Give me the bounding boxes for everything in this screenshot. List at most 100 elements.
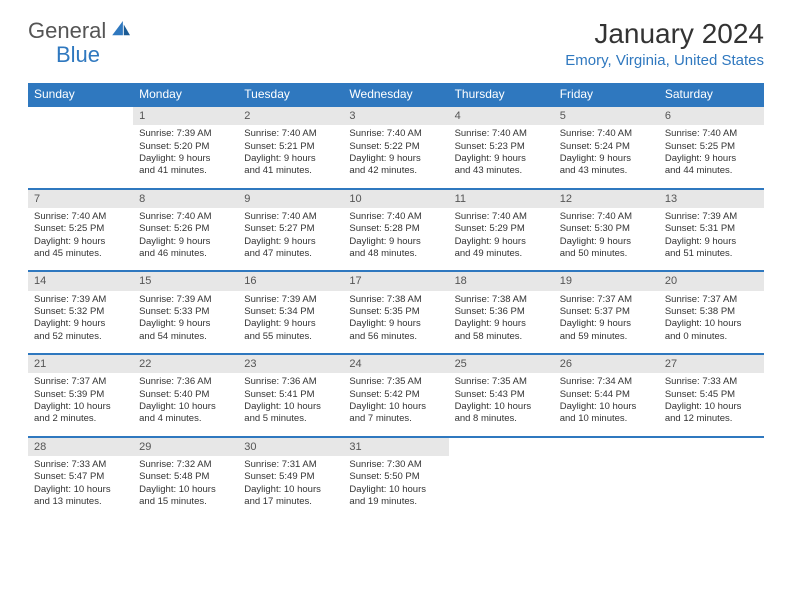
day-data: Sunrise: 7:35 AMSunset: 5:42 PMDaylight:… <box>343 373 448 435</box>
day-number: 8 <box>133 190 238 208</box>
logo-text-2: Blue <box>56 42 158 68</box>
sunrise-text: Sunrise: 7:40 AM <box>349 128 442 140</box>
day-number: 4 <box>449 107 554 125</box>
day-number: 1 <box>133 107 238 125</box>
calendar-page: GeneralBlue January 2024 Emory, Virginia… <box>0 0 792 536</box>
daylight-line1: Daylight: 9 hours <box>560 318 653 330</box>
daylight-line2: and 58 minutes. <box>455 331 548 343</box>
daylight-line1: Daylight: 9 hours <box>244 318 337 330</box>
week-row: 1Sunrise: 7:39 AMSunset: 5:20 PMDaylight… <box>28 106 764 189</box>
day-data: Sunrise: 7:35 AMSunset: 5:43 PMDaylight:… <box>449 373 554 435</box>
day-number: 6 <box>659 107 764 125</box>
day-cell: 11Sunrise: 7:40 AMSunset: 5:29 PMDayligh… <box>449 189 554 272</box>
day-cell: 28Sunrise: 7:33 AMSunset: 5:47 PMDayligh… <box>28 437 133 519</box>
sunset-text: Sunset: 5:25 PM <box>665 141 758 153</box>
sunrise-text: Sunrise: 7:33 AM <box>34 459 127 471</box>
sunrise-text: Sunrise: 7:32 AM <box>139 459 232 471</box>
weekday-header: Saturday <box>659 83 764 106</box>
sunset-text: Sunset: 5:37 PM <box>560 306 653 318</box>
sunset-text: Sunset: 5:35 PM <box>349 306 442 318</box>
daylight-line1: Daylight: 9 hours <box>244 153 337 165</box>
daylight-line2: and 17 minutes. <box>244 496 337 508</box>
daylight-line2: and 10 minutes. <box>560 413 653 425</box>
day-number: 5 <box>554 107 659 125</box>
day-data: Sunrise: 7:39 AMSunset: 5:20 PMDaylight:… <box>133 125 238 187</box>
day-number: 2 <box>238 107 343 125</box>
day-number: 12 <box>554 190 659 208</box>
day-data: Sunrise: 7:40 AMSunset: 5:27 PMDaylight:… <box>238 208 343 270</box>
daylight-line2: and 13 minutes. <box>34 496 127 508</box>
daylight-line2: and 45 minutes. <box>34 248 127 260</box>
sunrise-text: Sunrise: 7:35 AM <box>455 376 548 388</box>
day-data: Sunrise: 7:33 AMSunset: 5:45 PMDaylight:… <box>659 373 764 435</box>
logo-sail-icon <box>112 21 132 42</box>
daylight-line2: and 19 minutes. <box>349 496 442 508</box>
day-number: 7 <box>28 190 133 208</box>
day-data: Sunrise: 7:37 AMSunset: 5:39 PMDaylight:… <box>28 373 133 435</box>
daylight-line1: Daylight: 9 hours <box>665 236 758 248</box>
day-data: Sunrise: 7:38 AMSunset: 5:36 PMDaylight:… <box>449 291 554 353</box>
day-data: Sunrise: 7:36 AMSunset: 5:40 PMDaylight:… <box>133 373 238 435</box>
sunset-text: Sunset: 5:20 PM <box>139 141 232 153</box>
day-number: 25 <box>449 355 554 373</box>
sunset-text: Sunset: 5:39 PM <box>34 389 127 401</box>
header: GeneralBlue January 2024 Emory, Virginia… <box>28 18 764 69</box>
day-data: Sunrise: 7:39 AMSunset: 5:31 PMDaylight:… <box>659 208 764 270</box>
daylight-line2: and 51 minutes. <box>665 248 758 260</box>
daylight-line1: Daylight: 9 hours <box>349 153 442 165</box>
sunrise-text: Sunrise: 7:39 AM <box>34 294 127 306</box>
day-number: 11 <box>449 190 554 208</box>
sunset-text: Sunset: 5:38 PM <box>665 306 758 318</box>
daylight-line1: Daylight: 9 hours <box>560 153 653 165</box>
daylight-line1: Daylight: 9 hours <box>455 236 548 248</box>
day-number: 17 <box>343 272 448 290</box>
sunrise-text: Sunrise: 7:40 AM <box>244 211 337 223</box>
weekday-header: Tuesday <box>238 83 343 106</box>
sunset-text: Sunset: 5:34 PM <box>244 306 337 318</box>
daylight-line1: Daylight: 9 hours <box>139 318 232 330</box>
day-data: Sunrise: 7:40 AMSunset: 5:24 PMDaylight:… <box>554 125 659 187</box>
sunrise-text: Sunrise: 7:31 AM <box>244 459 337 471</box>
day-cell: 18Sunrise: 7:38 AMSunset: 5:36 PMDayligh… <box>449 271 554 354</box>
daylight-line2: and 43 minutes. <box>455 165 548 177</box>
day-cell: 13Sunrise: 7:39 AMSunset: 5:31 PMDayligh… <box>659 189 764 272</box>
daylight-line1: Daylight: 10 hours <box>349 484 442 496</box>
daylight-line2: and 59 minutes. <box>560 331 653 343</box>
daylight-line1: Daylight: 9 hours <box>34 236 127 248</box>
day-cell: 25Sunrise: 7:35 AMSunset: 5:43 PMDayligh… <box>449 354 554 437</box>
weekday-header: Thursday <box>449 83 554 106</box>
sunrise-text: Sunrise: 7:40 AM <box>455 128 548 140</box>
daylight-line2: and 56 minutes. <box>349 331 442 343</box>
day-cell: 2Sunrise: 7:40 AMSunset: 5:21 PMDaylight… <box>238 106 343 189</box>
daylight-line2: and 41 minutes. <box>139 165 232 177</box>
day-number: 3 <box>343 107 448 125</box>
day-cell: 10Sunrise: 7:40 AMSunset: 5:28 PMDayligh… <box>343 189 448 272</box>
logo-text-1: General <box>28 18 106 44</box>
day-number: 31 <box>343 438 448 456</box>
daylight-line2: and 49 minutes. <box>455 248 548 260</box>
day-data: Sunrise: 7:39 AMSunset: 5:33 PMDaylight:… <box>133 291 238 353</box>
day-cell: 26Sunrise: 7:34 AMSunset: 5:44 PMDayligh… <box>554 354 659 437</box>
week-row: 28Sunrise: 7:33 AMSunset: 5:47 PMDayligh… <box>28 437 764 519</box>
day-data: Sunrise: 7:40 AMSunset: 5:28 PMDaylight:… <box>343 208 448 270</box>
day-number: 30 <box>238 438 343 456</box>
title-block: January 2024 Emory, Virginia, United Sta… <box>565 18 764 69</box>
day-data: Sunrise: 7:39 AMSunset: 5:32 PMDaylight:… <box>28 291 133 353</box>
daylight-line1: Daylight: 10 hours <box>244 484 337 496</box>
day-cell: 24Sunrise: 7:35 AMSunset: 5:42 PMDayligh… <box>343 354 448 437</box>
sunrise-text: Sunrise: 7:34 AM <box>560 376 653 388</box>
sunset-text: Sunset: 5:42 PM <box>349 389 442 401</box>
daylight-line1: Daylight: 10 hours <box>139 401 232 413</box>
sunset-text: Sunset: 5:40 PM <box>139 389 232 401</box>
sunset-text: Sunset: 5:49 PM <box>244 471 337 483</box>
sunrise-text: Sunrise: 7:39 AM <box>139 128 232 140</box>
day-number: 14 <box>28 272 133 290</box>
daylight-line2: and 5 minutes. <box>244 413 337 425</box>
sunset-text: Sunset: 5:29 PM <box>455 223 548 235</box>
day-cell: 12Sunrise: 7:40 AMSunset: 5:30 PMDayligh… <box>554 189 659 272</box>
daylight-line1: Daylight: 10 hours <box>34 484 127 496</box>
day-number: 22 <box>133 355 238 373</box>
daylight-line1: Daylight: 9 hours <box>455 318 548 330</box>
weekday-header: Wednesday <box>343 83 448 106</box>
weekday-header: Monday <box>133 83 238 106</box>
